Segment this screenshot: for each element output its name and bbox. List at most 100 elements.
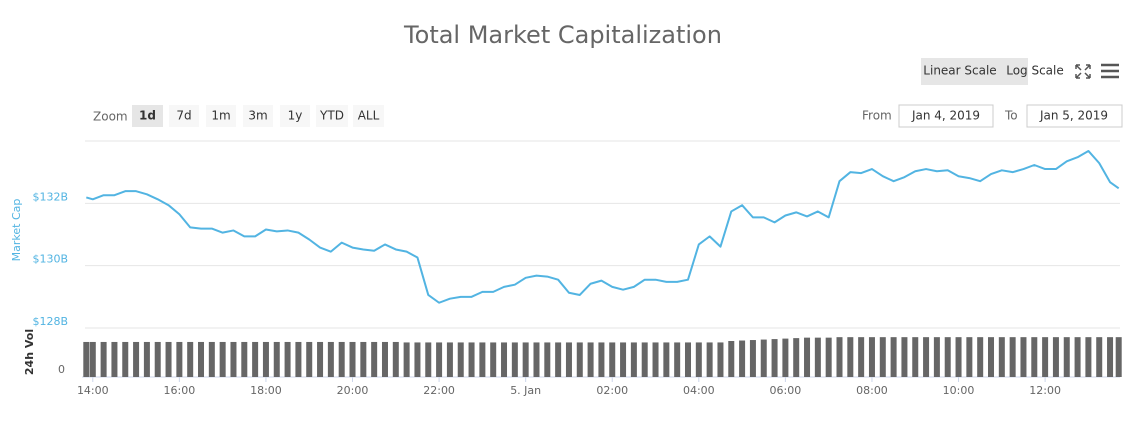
x-tick-label: 02:00 [596,384,628,397]
volume-bar [425,342,432,377]
to-label: To [1004,109,1018,123]
volume-bar [901,337,908,377]
volume-bar [890,337,897,377]
volume-bar [533,342,540,377]
x-tick-label: 10:00 [943,384,975,397]
volume-bar [414,342,421,377]
volume-bar [1031,337,1038,377]
menu-icon[interactable] [1101,63,1119,79]
volume-bar [317,341,324,377]
chart-title: Total Market Capitalization [403,21,722,49]
zoom-button-label[interactable]: ALL [358,109,380,123]
volume-bar [338,341,345,377]
from-input[interactable] [898,104,994,128]
to-value[interactable]: Jan 5, 2019 [1039,109,1108,123]
volume-bar [133,341,140,377]
volume-tick-label: 0 [58,363,65,376]
volume-bar [165,341,172,377]
volume-bar [544,342,551,377]
volume-bar [522,342,529,377]
volume-bar [804,337,811,377]
volume-bar [479,342,486,377]
volume-bar [684,342,691,377]
zoom-button-label[interactable]: 3m [248,109,267,123]
volume-axis-title: 24h Vol [23,329,36,375]
scale-button-label[interactable]: Log Scale [1006,64,1064,78]
volume-bar [1074,337,1081,377]
volume-bar [674,342,681,377]
volume-bar [555,342,562,377]
zoom-button[interactable] [316,105,348,127]
volume-bar [955,337,962,377]
zoom-button-label[interactable]: 1m [211,109,230,123]
zoom-button-label[interactable]: 7d [176,109,191,123]
volume-bar [262,341,269,377]
volume-bar [468,342,475,377]
volume-bar [663,342,670,377]
volume-bar [143,341,150,377]
volume-bar [1063,337,1070,377]
volume-bar [695,342,702,377]
y-axis-title: Market Cap [10,199,23,262]
x-tick-label: 08:00 [856,384,888,397]
zoom-button[interactable] [169,105,199,127]
volume-bar [403,342,410,377]
x-tick-label: 04:00 [683,384,715,397]
volume-bar [814,337,821,377]
zoom-button-label[interactable]: 1d [139,109,156,123]
volume-bar [912,337,919,377]
zoom-button[interactable] [353,105,384,127]
volume-bar [879,337,886,377]
volume-bar [349,341,356,377]
volume-bar [122,341,129,377]
zoom-button-label[interactable]: 1y [288,109,303,123]
volume-bar [219,341,226,377]
volume-bar [565,342,572,377]
volume-bar [749,340,756,377]
zoom-buttons: 1d 7d 1m 3m 1y YTD ALL [132,105,384,127]
volume-bar [446,342,453,377]
scale-button-label[interactable]: Linear Scale [923,64,996,78]
fullscreen-icon[interactable] [1075,64,1091,79]
volume-bar [944,337,951,377]
volume-bar [111,341,118,377]
volume-bar [457,342,464,377]
volume-bar [620,342,627,377]
volume-bar [230,341,237,377]
line-series [86,149,1120,304]
volume-bar [652,342,659,377]
x-tick-label: 12:00 [1029,384,1061,397]
to-input[interactable] [1026,104,1123,128]
volume-bar [793,338,800,377]
zoom-button-label[interactable]: YTD [319,109,344,123]
volume-bar [1096,337,1103,377]
volume-bar [1009,337,1016,377]
volume-bars [83,337,1122,377]
x-tick-label: 22:00 [423,384,455,397]
volume-bar [587,342,594,377]
volume-bar [836,337,843,377]
from-label: From [862,109,892,123]
zoom-button[interactable] [206,105,236,127]
volume-bar [1052,337,1059,377]
zoom-button[interactable] [243,105,273,127]
volume-bar [306,341,313,377]
volume-bar [154,341,161,377]
from-value[interactable]: Jan 4, 2019 [911,109,980,123]
zoom-button[interactable] [132,105,163,127]
zoom-button[interactable] [280,105,310,127]
x-tick-label: 14:00 [77,384,109,397]
volume-bar [760,339,767,377]
zoom-label: Zoom [93,110,128,124]
volume-bar [511,342,518,377]
volume-bar [988,337,995,377]
volume-bar [1115,337,1122,377]
volume-bar [490,342,497,377]
volume-bar [782,338,789,377]
volume-bar [284,341,291,377]
scale-button[interactable] [921,58,1028,85]
volume-bar [208,341,215,377]
volume-bar [923,337,930,377]
volume-bar [327,341,334,377]
